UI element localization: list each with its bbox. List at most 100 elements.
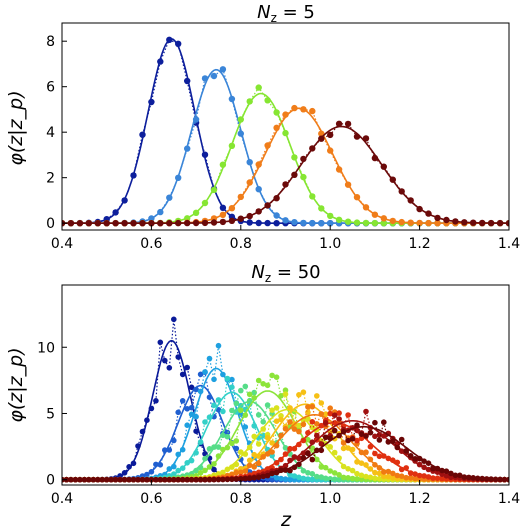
series-point <box>336 410 342 416</box>
series-point <box>175 174 182 181</box>
series-point <box>197 464 204 471</box>
series-point <box>470 219 477 226</box>
series-point <box>246 219 253 226</box>
series-point <box>255 474 262 481</box>
series-point <box>358 476 365 483</box>
series-point <box>251 464 257 470</box>
series-point <box>210 219 218 226</box>
series-point <box>103 220 110 227</box>
series-point <box>153 398 159 404</box>
panel-bottom-frame <box>61 284 510 486</box>
series-point <box>153 461 159 468</box>
series-point <box>282 129 289 137</box>
series-point <box>238 469 244 476</box>
series-point <box>184 215 191 222</box>
series-point <box>184 460 190 466</box>
panel-top-frame <box>61 22 510 231</box>
series-point <box>488 476 494 482</box>
series-sampled-line <box>62 345 509 481</box>
series-point <box>354 476 360 482</box>
series-point <box>282 181 289 188</box>
series-point <box>188 384 195 391</box>
series-point <box>184 476 190 483</box>
series-point <box>166 220 173 227</box>
series-point <box>309 471 316 477</box>
series-point <box>188 457 195 464</box>
series-point <box>367 466 374 472</box>
series-point <box>130 476 137 483</box>
series-point <box>421 464 427 471</box>
series-point <box>215 476 222 483</box>
panel-top-plot <box>62 36 509 227</box>
series-point <box>166 476 173 483</box>
series-point <box>255 441 262 447</box>
series-point <box>282 111 289 118</box>
series-point <box>246 98 253 105</box>
series-point <box>166 36 173 43</box>
series-point <box>219 218 227 226</box>
series-point <box>443 473 450 479</box>
series-point <box>300 389 307 396</box>
series-sampled-line <box>62 107 509 224</box>
series-point <box>327 220 334 227</box>
series-point <box>206 414 213 421</box>
series-point <box>246 462 253 469</box>
series-point <box>318 464 325 470</box>
series-point <box>506 476 509 483</box>
series-point <box>367 429 374 436</box>
x-tick-label: 1.2 <box>408 491 430 507</box>
y-tick-label: 5 <box>46 406 55 422</box>
series-point <box>425 466 432 473</box>
series-point <box>336 416 342 422</box>
series-point <box>282 387 289 394</box>
series-point <box>94 220 102 227</box>
series-point <box>372 475 378 482</box>
series-point <box>336 455 342 461</box>
series-point <box>211 476 217 483</box>
series-point <box>278 467 284 474</box>
series-point <box>331 427 338 434</box>
series-point <box>300 155 307 163</box>
series-point <box>398 436 405 443</box>
series-point <box>251 475 257 481</box>
series-point <box>398 466 405 473</box>
series-point <box>443 468 450 475</box>
series-point <box>309 419 316 425</box>
series-point <box>282 451 289 457</box>
series-point <box>179 398 186 404</box>
series-point <box>251 451 257 458</box>
series-point <box>255 453 262 459</box>
series-point <box>309 403 316 410</box>
series-point <box>201 199 209 207</box>
series-point <box>273 460 280 466</box>
series-point <box>300 437 307 444</box>
series-point <box>483 476 490 482</box>
series-point <box>255 219 262 227</box>
series-point <box>121 476 128 483</box>
series-point <box>416 461 423 468</box>
series-point <box>215 471 222 477</box>
series-point <box>224 375 231 382</box>
series-point <box>251 395 257 401</box>
series-point <box>184 406 190 412</box>
series-point <box>390 457 396 464</box>
series-point <box>184 422 190 429</box>
series-point <box>439 467 445 474</box>
series-point <box>90 476 97 483</box>
series-point <box>255 161 262 168</box>
series-point <box>192 209 200 216</box>
series-point <box>219 211 227 218</box>
series-point <box>269 470 275 477</box>
series-point <box>327 468 334 474</box>
series-point <box>229 376 235 383</box>
series-point <box>197 470 204 476</box>
series-point <box>287 419 293 425</box>
y-tick-label: 10 <box>37 340 55 356</box>
panel-top: Nz = 5 0.4 0.6 0.8 1.0 1.2 1.4 0 2 4 6 8 φ(z|z_p) <box>5 2 520 252</box>
series-point <box>264 466 271 472</box>
series-point <box>130 460 137 467</box>
series-point <box>309 193 316 200</box>
series-point <box>211 466 217 473</box>
series-point <box>228 95 236 103</box>
series-point <box>296 428 302 435</box>
